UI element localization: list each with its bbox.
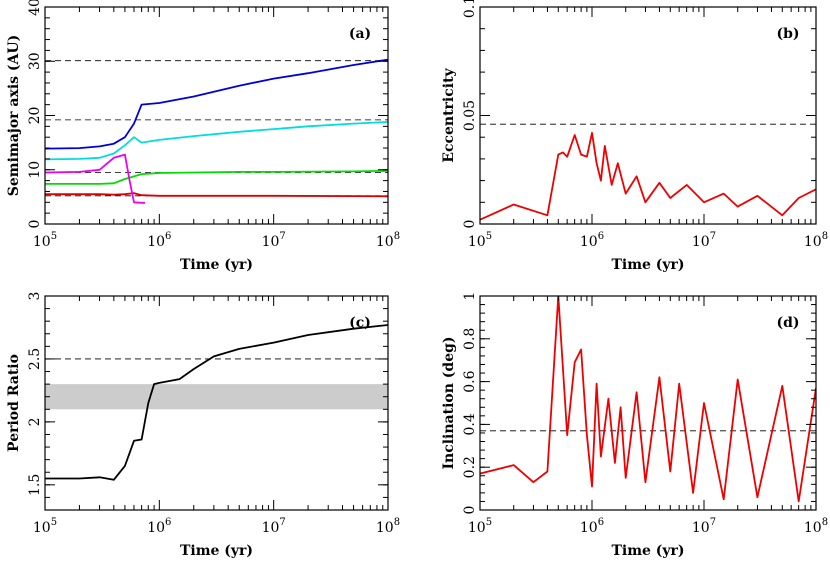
y-tick-label: 0 (27, 220, 43, 229)
panel-c: 105 106 107 108 1.5 2 2.5 3 Time (yr) Period Rati… (6, 292, 400, 559)
y-tick-label: 10 (27, 161, 43, 179)
shaded-band (45, 384, 388, 410)
x-axis-title: Time (yr) (611, 543, 684, 559)
x-tick-label: 108 (804, 517, 828, 536)
series-line-3 (45, 169, 388, 185)
y-tick-label: 0 (462, 506, 478, 515)
x-tick-label: 105 (33, 231, 57, 250)
y-tick-label: 20 (27, 107, 43, 125)
y-tick-label: 2.5 (27, 348, 43, 370)
plot-frame (479, 6, 817, 225)
series-line-1 (45, 58, 388, 150)
x-tick-label: 108 (376, 517, 400, 536)
x-tick-label: 107 (692, 517, 716, 536)
x-tick-label: 106 (147, 517, 171, 536)
plot-frame (44, 6, 389, 225)
y-axis-title: Semimajor axis (AU) (6, 35, 22, 197)
y-axis-title: Period Ratio (6, 354, 22, 452)
y-tick-label: 0.8 (462, 328, 478, 350)
x-tick-label: 107 (692, 231, 716, 250)
y-tick-label: 0.2 (462, 456, 478, 478)
x-tick-label: 108 (804, 231, 828, 250)
series-line-5 (45, 153, 145, 204)
panel-label: (c) (349, 315, 371, 331)
series-line-1 (45, 324, 388, 481)
x-tick-label: 106 (580, 517, 604, 536)
y-axis-title: Eccentricity (441, 67, 457, 162)
y-tick-label: 30 (27, 52, 43, 70)
panel-b: 105 106 107 108 0 0.05 0.1 Time (yr) Eccentricit… (441, 0, 828, 273)
y-tick-label: 1.5 (27, 474, 43, 496)
x-tick-label: 105 (33, 517, 57, 536)
y-tick-label: 0 (462, 220, 478, 229)
x-tick-label: 105 (468, 231, 492, 250)
y-tick-label: 1 (462, 292, 478, 301)
x-tick-label: 107 (262, 231, 286, 250)
y-tick-label: 0.05 (462, 100, 478, 131)
y-tick-label: 2 (27, 417, 43, 426)
y-tick-label: 0.6 (462, 370, 478, 392)
y-tick-label: 0.4 (462, 413, 478, 435)
series-line-1 (480, 296, 816, 503)
series-line-4 (45, 192, 388, 198)
x-tick-label: 108 (376, 231, 400, 250)
panel-label: (d) (776, 315, 799, 331)
panel-a: 105 106 107 108 0 10 20 30 40 Time (yr) Semimajor … (6, 0, 400, 273)
x-axis-title: Time (yr) (180, 257, 253, 273)
x-axis-title: Time (yr) (180, 543, 253, 559)
x-tick-label: 105 (468, 517, 492, 536)
series-line-2 (45, 121, 388, 161)
panel-d: 105 106 107 108 0 0.2 0.4 0.6 0.8 1 Time (yr) Incli… (441, 292, 828, 559)
x-axis-title: Time (yr) (611, 257, 684, 273)
y-tick-label: 40 (27, 0, 43, 16)
x-tick-label: 106 (147, 231, 171, 250)
y-axis-title: Inclination (deg) (441, 336, 457, 469)
plot-frame (479, 295, 817, 511)
x-tick-label: 106 (580, 231, 604, 250)
y-tick-label: 0.1 (462, 0, 478, 18)
series-line-1 (480, 131, 816, 221)
panel-label: (a) (349, 26, 371, 42)
panel-label: (b) (776, 26, 799, 42)
x-tick-label: 107 (262, 517, 286, 536)
y-tick-label: 3 (27, 292, 43, 301)
plot-frame (44, 295, 389, 511)
